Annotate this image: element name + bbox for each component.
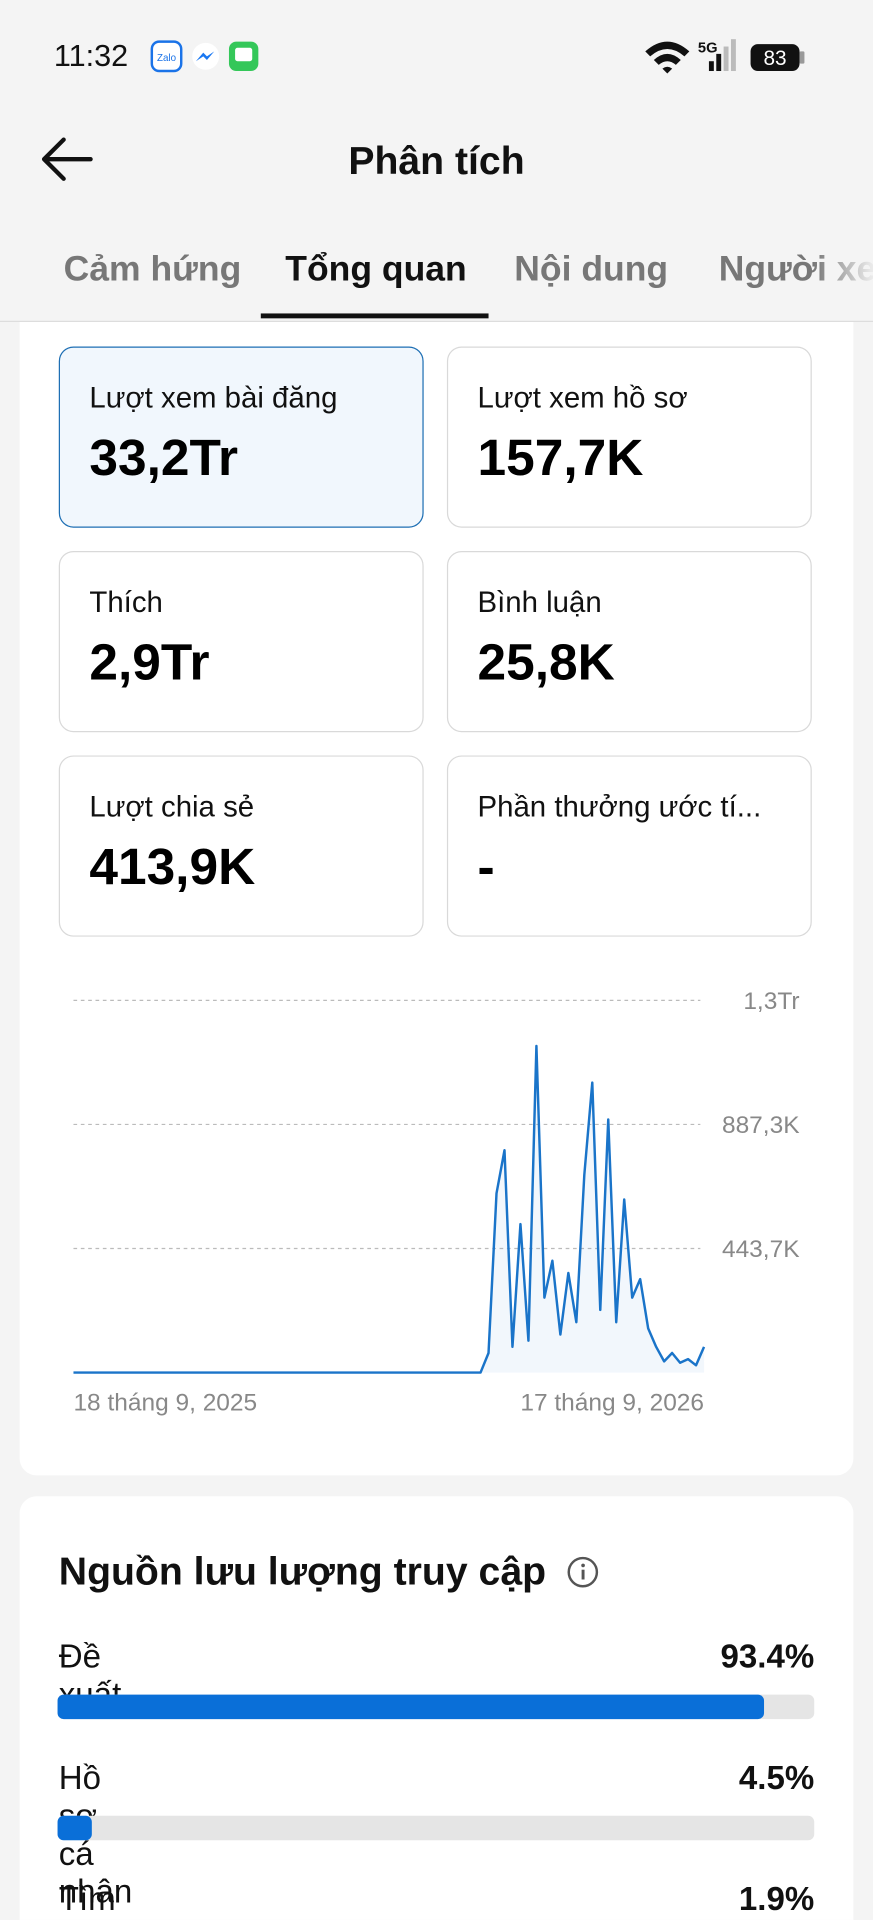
page-title: Phân tích [348, 138, 525, 183]
source-name: Hồ sơ cá nhân [58, 1759, 133, 1911]
back-button[interactable] [37, 135, 98, 184]
x-tick-label: 18 tháng 9, 2025 [73, 1390, 257, 1417]
source-value: 1.9% [738, 1880, 815, 1918]
svg-text:Zalo: Zalo [157, 53, 177, 64]
line-area [73, 1045, 705, 1373]
x-tick-label: 17 tháng 9, 2026 [520, 1390, 704, 1417]
tab[interactable]: Cảm hứng [63, 249, 242, 289]
tab[interactable]: Người xe [718, 249, 873, 289]
battery-level: 83 [763, 47, 786, 70]
metric-value: - [477, 837, 495, 896]
metric-card[interactable]: Thích 2,9Tr [58, 550, 424, 733]
source-value: 4.5% [738, 1759, 815, 1797]
tab-indicator [260, 313, 489, 319]
metric-card[interactable]: Bình luận 25,8K [446, 550, 812, 733]
metric-card[interactable]: Lượt xem hồ sơ 157,7K [446, 346, 812, 528]
metric-card[interactable]: Lượt chia sẻ 413,9K [58, 755, 424, 937]
metric-value: 2,9Tr [89, 633, 210, 691]
bar-track [57, 1815, 815, 1841]
metric-value: 157,7K [477, 428, 644, 487]
metric-card[interactable]: Phần thưởng ước tí... - [446, 755, 812, 937]
tab-active[interactable]: Tổng quan [285, 249, 467, 289]
line-chart: 443,7K 887,3K 1,3Tr 18 tháng 9, 2025 17 thán… [73, 988, 800, 1417]
network-label: 5G [698, 41, 718, 57]
bar [57, 1694, 765, 1720]
y-tick-label: 1,3Tr [743, 988, 799, 1015]
status-time: 11:32 [53, 39, 129, 74]
bar [57, 1815, 92, 1841]
divider [0, 320, 873, 323]
info-icon[interactable] [566, 1555, 603, 1592]
metric-value: 413,9K [89, 837, 256, 896]
metric-value: 33,2Tr [89, 428, 239, 487]
metric-label: Bình luận [477, 586, 602, 620]
tab[interactable]: Nội dung [514, 249, 669, 289]
metric-label: Lượt chia sẻ [89, 790, 255, 825]
metric-label: Lượt xem hồ sơ [477, 382, 688, 416]
section-title: Nguồn lưu lượng truy cập [58, 1548, 547, 1593]
y-tick-label: 887,3K [722, 1112, 800, 1139]
source-value: 93.4% [720, 1638, 815, 1675]
source-name: Tìm kiếm [58, 1880, 129, 1920]
y-tick-label: 443,7K [722, 1236, 800, 1263]
status-icons: Zalo [150, 40, 259, 73]
metric-card[interactable]: Lượt xem bài đăng 33,2Tr [58, 346, 424, 528]
metric-label: Lượt xem bài đăng [89, 382, 338, 416]
metric-label: Phần thưởng ước tí... [477, 790, 762, 825]
metric-label: Thích [89, 586, 163, 620]
line [73, 1044, 706, 1374]
metric-value: 25,8K [477, 633, 615, 691]
status-system-icons: 5G 83 [645, 39, 805, 74]
